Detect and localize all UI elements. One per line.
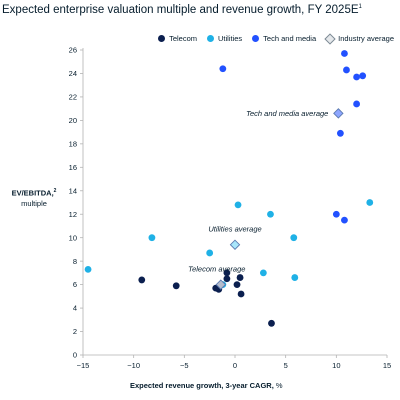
utilities-point [206, 249, 214, 257]
average-label: Telecom average [188, 265, 245, 274]
y-tick-label: 24 [69, 69, 77, 78]
x-tick-label: 5 [284, 361, 288, 370]
tech-point [353, 73, 360, 81]
y-tick-label: 26 [69, 46, 77, 55]
tech-swatch-icon [252, 35, 260, 42]
utilities-point [366, 199, 374, 206]
x-tick-label: −5 [180, 361, 189, 370]
utilities-point [84, 265, 92, 273]
average-label: Utilities average [208, 225, 261, 234]
telecom-point [223, 269, 231, 277]
utilities-point [290, 234, 298, 242]
utilities-point [267, 210, 274, 218]
tech-point [341, 50, 348, 57]
y-tick-label: 2 [73, 327, 77, 336]
legend-item-average: Industry average [324, 32, 394, 45]
x-tick-label: 10 [332, 361, 340, 370]
utilities-point [234, 201, 242, 209]
y-tick-label: 0 [73, 351, 77, 360]
telecom-point [138, 276, 146, 284]
tech-point [343, 66, 350, 74]
telecom-point [236, 274, 244, 281]
y-tick-label: 10 [69, 233, 77, 242]
legend-label-utilities: Utilities [218, 34, 243, 43]
y-tick-label: 16 [69, 163, 77, 172]
y-axis-footnote: 2 [53, 188, 57, 194]
x-axis-label-main: Expected revenue growth, 3-year CAGR, [130, 381, 274, 390]
legend-label-telecom: Telecom [169, 34, 197, 43]
x-tick-label: −15 [77, 361, 90, 370]
x-axis-label-unit: % [275, 381, 283, 390]
legend-item-telecom: Telecom [158, 34, 197, 43]
y-tick-label: 14 [69, 186, 77, 195]
utilities-point [291, 274, 299, 281]
average-marker [215, 279, 227, 290]
chart-legend: Telecom Utilities Tech and media Industr… [158, 32, 394, 45]
y-tick-label: 4 [73, 304, 77, 313]
telecom-point [172, 282, 180, 290]
utilities-point [148, 234, 156, 242]
tech-point [219, 65, 227, 73]
legend-label-average: Industry average [338, 34, 394, 43]
telecom-point [233, 281, 241, 289]
telecom-swatch-icon [158, 35, 166, 42]
average-marker [229, 239, 241, 250]
tech-point [359, 72, 367, 80]
y-tick-label: 12 [69, 210, 77, 219]
y-axis-label-sub: multiple [21, 198, 47, 208]
y-tick-label: 20 [69, 116, 77, 125]
title-footnote: 1 [358, 4, 362, 11]
y-tick-label: 8 [73, 257, 77, 266]
utilities-swatch-icon [207, 35, 214, 42]
chart-title: Expected enterprise valuation multiple a… [2, 4, 362, 16]
telecom-point [237, 290, 245, 298]
y-axis-label-main: EV/EBITDA, [11, 188, 54, 198]
y-tick-label: 6 [73, 280, 77, 289]
legend-label-tech: Tech and media [263, 34, 317, 43]
tech-point [332, 210, 340, 218]
x-tick-label: −10 [127, 361, 140, 370]
x-tick-label: 15 [383, 361, 391, 370]
average-marker [333, 108, 344, 119]
chart-title-text: Expected enterprise valuation multiple a… [2, 4, 359, 16]
legend-item-tech: Tech and media [252, 34, 316, 43]
y-tick-label: 22 [69, 93, 77, 102]
x-tick-label: 0 [233, 361, 237, 370]
telecom-point [268, 319, 275, 327]
x-axis-label: Expected revenue growth, 3-year CAGR, % [130, 381, 283, 390]
tech-point [353, 100, 360, 108]
y-tick-label: 18 [69, 139, 77, 148]
tech-point [336, 129, 344, 137]
telecom-point [223, 275, 231, 283]
utilities-point [259, 269, 267, 277]
average-label: Tech and media average [246, 109, 328, 118]
legend-item-utilities: Utilities [207, 34, 242, 43]
tech-point [341, 216, 348, 224]
y-axis-label: EV/EBITDA,2 multiple [4, 186, 64, 209]
